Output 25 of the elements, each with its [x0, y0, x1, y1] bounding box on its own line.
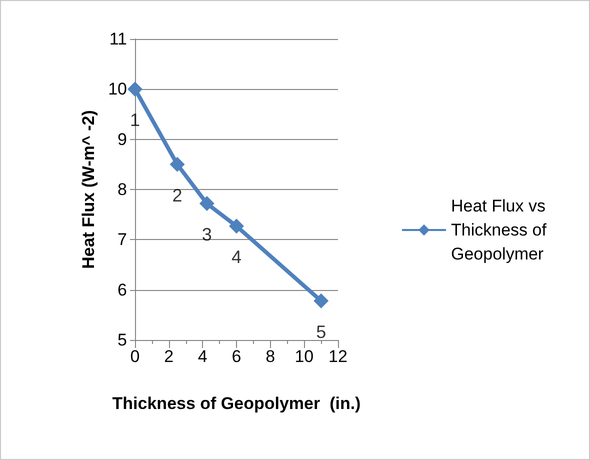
point — [199, 196, 214, 212]
legend-label: Heat Flux vs Thickness of Geopolymer — [451, 196, 552, 264]
x-tick-label: 8 — [266, 347, 276, 366]
x-tick-label: 6 — [232, 347, 242, 366]
y-tick-label: 10 — [108, 80, 127, 99]
annotation: 5 — [316, 322, 326, 342]
y-tick-label: 5 — [118, 330, 127, 350]
y-tick-label: 7 — [118, 230, 127, 250]
point — [128, 82, 142, 97]
y-tick-label: 8 — [118, 180, 127, 199]
x-tick-label: 10 — [294, 347, 314, 366]
x-tick-label: 12 — [328, 347, 348, 366]
point — [229, 218, 244, 234]
annotation: 2 — [172, 185, 182, 206]
x-tick-label: 4 — [198, 347, 208, 366]
x-axis-title: Thickness of Geopolymer (in.) — [112, 394, 361, 413]
annotation: 4 — [231, 247, 242, 268]
y-axis-title: Heat Flux (W-m^ -2) — [79, 110, 98, 269]
y-tick-label: 11 — [109, 30, 127, 48]
point — [314, 293, 329, 308]
point — [170, 156, 185, 172]
y-tick-label: 9 — [118, 130, 127, 149]
x-tick-label: 2 — [164, 347, 174, 366]
x-tick-label: 0 — [130, 347, 140, 366]
y-tick-label: 6 — [118, 280, 127, 300]
